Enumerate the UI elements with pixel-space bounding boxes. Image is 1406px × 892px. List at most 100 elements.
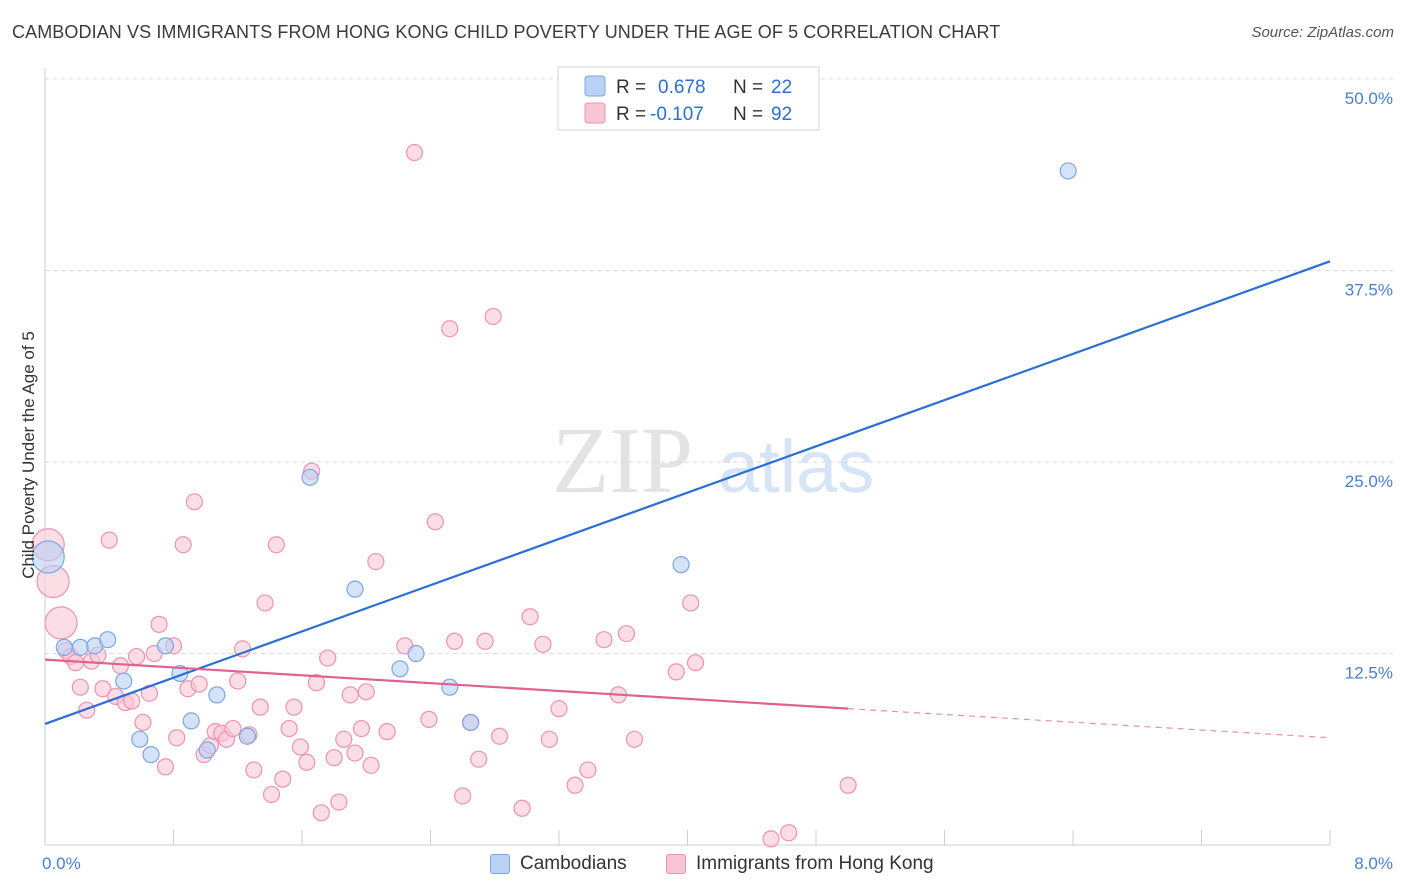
hong-kong-point-43 [280, 719, 298, 738]
hong-kong-point-66 [445, 632, 464, 650]
hong-kong-point-62 [405, 143, 424, 162]
cambodian-point-20 [672, 556, 690, 574]
hong-kong-point-44 [285, 698, 303, 716]
hong-kong-point-78 [566, 776, 584, 794]
hong-kong-point-86 [686, 654, 705, 672]
hong-kong-point-87 [762, 830, 780, 848]
hong-kong-point-40 [262, 785, 281, 804]
y-tick-label-0: 12.5% [1345, 664, 1393, 683]
stats-r-label-blue: R = [616, 77, 646, 98]
hong-kong-point-55 [346, 744, 364, 762]
hong-kong-point-2 [44, 606, 78, 640]
source-credit: Source: ZipAtlas.com [1251, 24, 1394, 41]
trend-lines [44, 260, 1331, 739]
hong-kong-point-33 [224, 719, 242, 738]
cambodian-point-4 [99, 631, 117, 649]
hong-kong-point-89 [839, 776, 857, 794]
stats-n-value-pink: 92 [771, 104, 792, 125]
data-points [31, 143, 1077, 848]
hong-kong-point-49 [312, 804, 330, 822]
hong-kong-point-34 [229, 672, 247, 690]
hong-kong-point-45 [291, 738, 309, 756]
cambodian-point-11 [198, 741, 216, 759]
stats-legend-swatch-pink [584, 102, 606, 124]
hong-kong-point-72 [490, 727, 509, 745]
hong-kong-point-56 [352, 719, 371, 738]
cambodian-point-15 [346, 580, 364, 598]
hong-kong-point-6 [71, 678, 89, 696]
cambodian-point-14 [301, 468, 319, 486]
y-tick-label-1: 25.0% [1345, 472, 1393, 491]
hong-kong-point-69 [470, 750, 488, 768]
watermark-zip: ZIP [552, 409, 693, 513]
cambodian-point-0 [31, 540, 65, 574]
hong-kong-point-57 [357, 683, 375, 701]
axes [44, 68, 1331, 846]
hong-kong-point-7 [78, 701, 96, 719]
hong-kong-point-83 [625, 730, 644, 748]
cambodian-point-6 [131, 730, 149, 748]
hong-kong-point-13 [111, 657, 130, 675]
gridlines [45, 78, 1394, 654]
tick-labels: 12.5% 25.0% 37.5% 50.0% 0.0% 8.0% [42, 89, 1393, 873]
cambodian-point-7 [142, 746, 160, 764]
hong-kong-point-21 [156, 758, 175, 776]
cambodian-point-2 [71, 638, 89, 656]
trend-line-hong-kong [44, 658, 849, 710]
y-tick-label-3: 50.0% [1345, 89, 1393, 108]
stats-n-label-blue: N = [733, 77, 763, 98]
stats-r-value-blue: 0.678 [658, 77, 706, 98]
stats-r-value-pink: -0.107 [650, 104, 704, 125]
hong-kong-point-65 [441, 320, 459, 338]
hong-kong-point-76 [540, 730, 558, 748]
hong-kong-point-27 [190, 675, 208, 693]
hong-kong-point-48 [307, 674, 326, 692]
hong-kong-point-41 [267, 536, 285, 554]
cambodian-point-12 [208, 686, 226, 704]
hong-kong-point-10 [94, 680, 112, 698]
hong-kong-point-53 [335, 730, 353, 748]
stats-r-label-pink: R = [616, 104, 646, 125]
stats-n-value-blue: 22 [771, 77, 792, 98]
hong-kong-point-24 [174, 536, 192, 554]
hong-kong-point-58 [362, 756, 380, 774]
hong-kong-point-38 [251, 698, 269, 716]
hong-kong-point-23 [168, 729, 186, 747]
hong-kong-point-26 [185, 493, 203, 511]
cambodian-point-21 [1059, 162, 1077, 180]
hong-kong-point-39 [256, 594, 274, 612]
hong-kong-point-50 [319, 649, 337, 667]
hong-kong-point-59 [367, 552, 385, 571]
hong-kong-point-73 [513, 799, 531, 817]
hong-kong-point-88 [780, 824, 798, 842]
cambodian-point-1 [55, 638, 73, 656]
hong-kong-point-75 [534, 635, 552, 653]
cambodian-point-13 [238, 727, 256, 745]
hong-kong-point-71 [484, 307, 502, 326]
legend-item-hong-kong: Immigrants from Hong Kong [666, 850, 934, 878]
hong-kong-point-70 [476, 632, 494, 650]
hong-kong-point-63 [420, 710, 438, 728]
hong-kong-point-67 [454, 787, 472, 805]
hong-kong-point-16 [127, 647, 146, 666]
legend-swatch-hong-kong [666, 854, 686, 874]
stats-legend: R = 0.678 N = 22 R = -0.107 N = 92 [557, 66, 820, 131]
cambodian-point-17 [407, 644, 425, 663]
stats-legend-swatch-blue [584, 75, 606, 97]
chart-title: CAMBODIAN VS IMMIGRANTS FROM HONG KONG C… [12, 22, 1001, 42]
hong-kong-point-11 [100, 531, 118, 549]
trend-line-cambodians [44, 260, 1331, 726]
hong-kong-point-74 [521, 608, 539, 626]
stats-n-label-pink: N = [733, 104, 763, 125]
hong-kong-point-64 [426, 513, 444, 531]
hong-kong-point-60 [378, 723, 396, 741]
watermark: ZIP atlas [552, 409, 874, 513]
legend-label-cambodians: Cambodians [520, 853, 627, 874]
hong-kong-point-79 [579, 761, 597, 779]
cambodian-point-16 [391, 660, 409, 678]
hong-kong-point-52 [330, 793, 348, 811]
hong-kong-point-84 [667, 663, 685, 681]
hong-kong-point-20 [150, 615, 168, 633]
hong-kong-point-77 [550, 700, 568, 718]
